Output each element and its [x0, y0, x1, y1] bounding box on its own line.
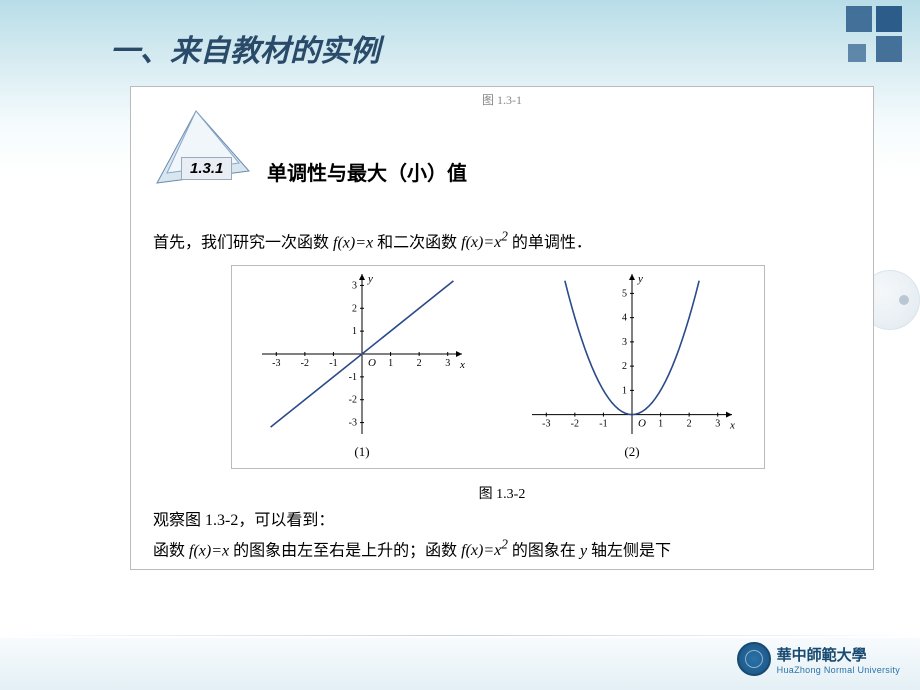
svg-text:2: 2	[417, 358, 422, 369]
formula-fx-eq-x: f(x)=x	[333, 234, 373, 251]
svg-text:-1: -1	[329, 358, 337, 369]
svg-text:2: 2	[622, 361, 627, 372]
svg-text:-3: -3	[542, 419, 550, 430]
section-header: 1.3.1 单调性与最大（小）值	[151, 109, 511, 189]
svg-text:3: 3	[622, 337, 627, 348]
variable-y: y	[580, 542, 587, 559]
figure-caption: 图 1.3-2	[479, 483, 526, 503]
text: 的图象在	[508, 542, 580, 559]
svg-text:y: y	[367, 273, 373, 285]
svg-text:-2: -2	[301, 358, 309, 369]
paragraph-intro: 首先，我们研究一次函数 f(x)=x 和二次函数 f(x)=x2 的单调性．	[153, 227, 851, 255]
formula-fx-eq-x: f(x)=x	[189, 542, 229, 559]
paragraph-observe: 观察图 1.3-2，可以看到：	[153, 509, 851, 533]
section-number: 1.3.1	[181, 157, 232, 180]
corner-decoration	[812, 6, 902, 76]
svg-text:1: 1	[352, 326, 357, 337]
formula-fx-eq-x2: f(x)=x2	[461, 542, 508, 559]
svg-text:x: x	[729, 420, 735, 432]
text: 的单调性．	[508, 234, 592, 251]
svg-text:-1: -1	[599, 419, 607, 430]
svg-text:x: x	[459, 359, 465, 371]
svg-text:3: 3	[715, 419, 720, 430]
svg-text:(1): (1)	[354, 444, 369, 459]
figure-1-3-2: -3 -2 -1 1 2 3 1 2 3 -1 -2 -3 Ox y (1) -3 -2 -1 1 2 3 1 2 3 4 5 Ox…	[231, 265, 765, 469]
text: 首先，我们研究一次函数	[153, 234, 333, 251]
svg-text:O: O	[638, 418, 646, 430]
text: 轴左侧是下	[587, 542, 671, 559]
university-footer: 華中師範大學 HuaZhong Normal University	[737, 642, 900, 676]
previous-figure-label: 图 1.3-1	[482, 91, 522, 108]
svg-text:3: 3	[445, 358, 450, 369]
university-name-en: HuaZhong Normal University	[777, 665, 900, 675]
svg-text:O: O	[368, 357, 376, 369]
text: 函数	[153, 542, 189, 559]
svg-text:-1: -1	[349, 372, 357, 383]
svg-text:-2: -2	[349, 395, 357, 406]
svg-text:-2: -2	[571, 419, 579, 430]
svg-text:1: 1	[622, 385, 627, 396]
svg-text:-3: -3	[349, 418, 357, 429]
svg-text:5: 5	[622, 288, 627, 299]
slide-heading: 一、来自教材的实例	[110, 26, 380, 70]
svg-text:1: 1	[388, 358, 393, 369]
formula-fx-eq-x2: f(x)=x2	[461, 234, 508, 251]
svg-text:3: 3	[352, 280, 357, 291]
svg-text:1: 1	[658, 419, 663, 430]
svg-text:(2): (2)	[624, 444, 639, 459]
svg-text:4: 4	[622, 313, 627, 324]
text: 的图象由左至右是上升的；函数	[229, 542, 461, 559]
university-name-cn: 華中師範大學	[777, 644, 900, 665]
svg-text:-3: -3	[272, 358, 280, 369]
paragraph-description: 函数 f(x)=x 的图象由左至右是上升的；函数 f(x)=x2 的图象在 y …	[153, 535, 861, 563]
text: 和二次函数	[373, 234, 461, 251]
svg-text:2: 2	[352, 303, 357, 314]
textbook-excerpt-box: 图 1.3-1 1.3.1 单调性与最大（小）值 首先，我们研究一次函数 f(x…	[130, 86, 874, 570]
university-seal-icon	[737, 642, 771, 676]
footer-divider	[0, 635, 920, 636]
svg-text:y: y	[637, 273, 643, 285]
svg-text:2: 2	[687, 419, 692, 430]
section-title: 单调性与最大（小）值	[267, 157, 467, 186]
